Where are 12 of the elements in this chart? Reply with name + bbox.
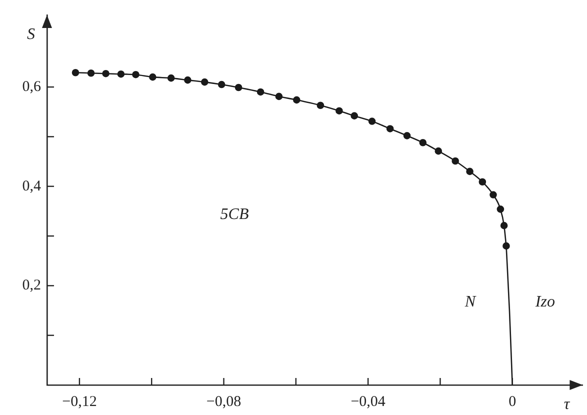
y-tick-label: 0,4 xyxy=(22,178,42,194)
annotation: Izo xyxy=(534,293,555,310)
y-tick-label: 0,2 xyxy=(22,278,41,294)
x-tick-label: −0,04 xyxy=(350,394,386,410)
x-tick-label: 0 xyxy=(508,394,516,410)
x-tick-label: −0,08 xyxy=(206,394,242,410)
x-axis-title: τ xyxy=(564,396,571,414)
y-axis-title: S xyxy=(27,26,35,44)
y-tick-label: 0,6 xyxy=(22,78,42,95)
x-tick-label: −0,12 xyxy=(62,394,97,410)
annotation: 5CB xyxy=(220,206,249,224)
annotation: N xyxy=(464,293,477,310)
